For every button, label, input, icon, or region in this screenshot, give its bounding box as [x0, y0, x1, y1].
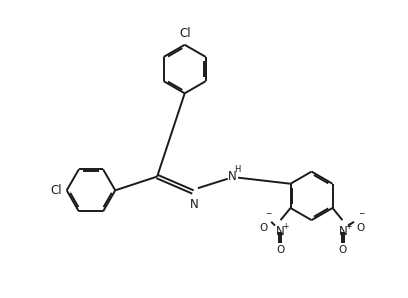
Text: H: H [235, 165, 241, 174]
Text: Cl: Cl [50, 184, 62, 197]
Text: −: − [265, 209, 272, 218]
Text: O: O [259, 224, 268, 233]
Text: O: O [356, 224, 364, 233]
Text: N: N [276, 224, 284, 238]
Text: −: − [359, 209, 365, 218]
Text: +: + [282, 222, 289, 231]
Text: O: O [276, 246, 284, 255]
Text: N: N [228, 170, 237, 183]
Text: +: + [345, 222, 352, 231]
Text: O: O [339, 246, 347, 255]
Text: N: N [190, 198, 198, 210]
Text: N: N [339, 224, 347, 238]
Text: Cl: Cl [179, 27, 191, 40]
